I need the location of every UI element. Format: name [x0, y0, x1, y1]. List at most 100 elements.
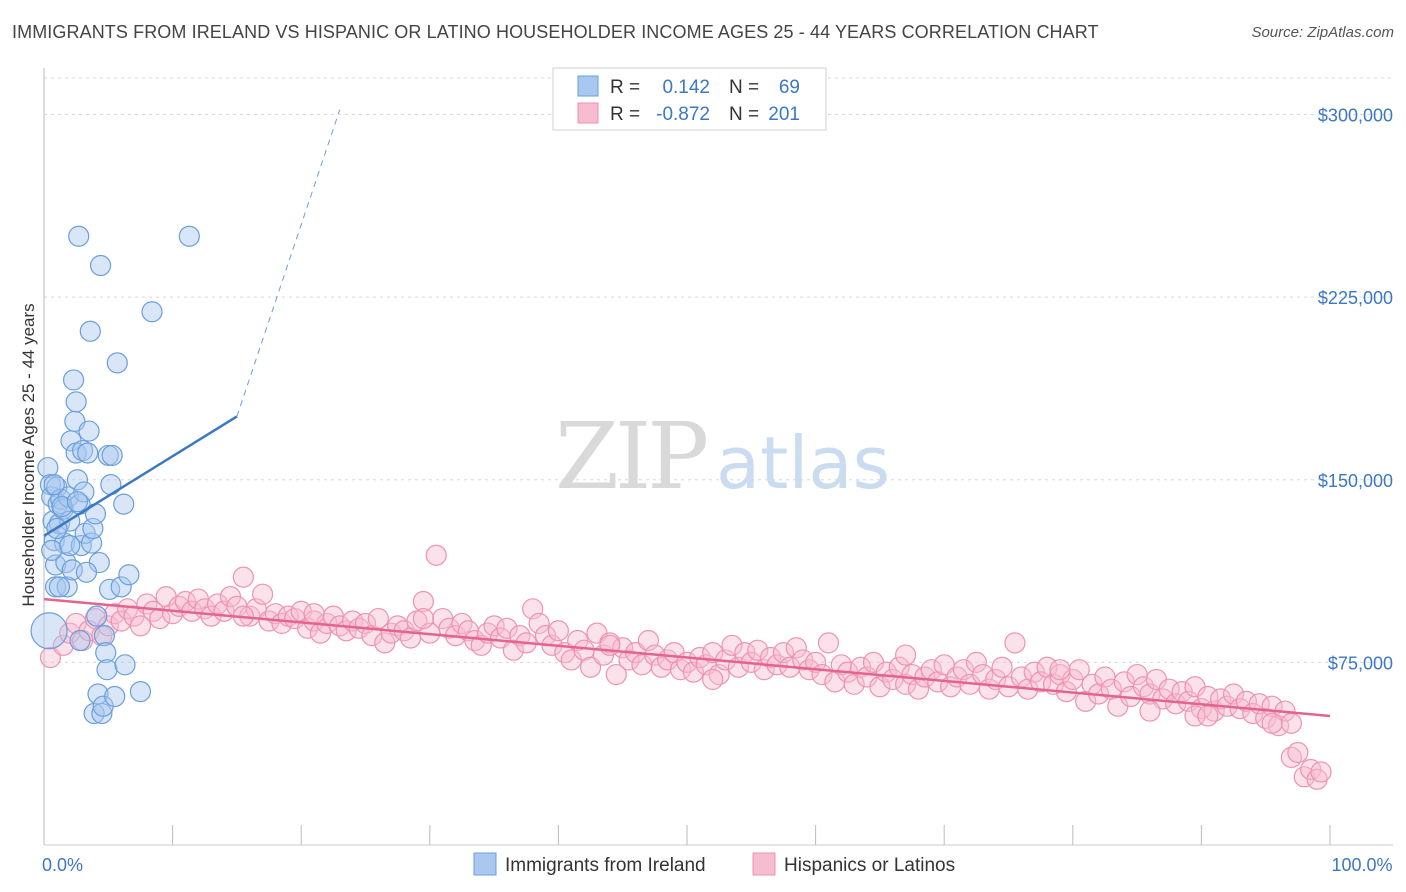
hispanics-point	[1261, 712, 1283, 734]
hispanics-point	[232, 566, 254, 588]
ireland-point	[110, 576, 132, 598]
hispanics-point	[412, 590, 434, 613]
hispanics-point	[804, 651, 827, 673]
hispanics-point	[425, 544, 447, 566]
ireland-point	[66, 469, 89, 491]
hispanics-point	[412, 607, 434, 630]
hispanics-point	[1049, 659, 1071, 681]
hispanics-point	[547, 620, 570, 642]
hispanics-point	[702, 642, 724, 664]
legend-r-label-1: R =	[610, 77, 640, 98]
ireland-point	[79, 320, 101, 342]
ireland-point	[69, 629, 91, 652]
hispanics-point	[785, 637, 807, 659]
hispanics-point	[1235, 690, 1258, 712]
ireland-point	[86, 605, 108, 627]
hispanics-point	[895, 644, 917, 666]
hispanics-point	[721, 634, 743, 656]
chart-source: Source: ZipAtlas.com	[1251, 24, 1394, 41]
hispanics-point	[605, 663, 627, 686]
hispanics-point	[1310, 761, 1332, 783]
hispanics-point	[579, 656, 602, 678]
series-hispanics-points	[39, 544, 1332, 790]
series-legend-label-hispanics: Hispanics or Latinos	[784, 855, 955, 876]
ireland-point	[43, 474, 65, 496]
ireland-point	[93, 624, 116, 647]
y-tick-label: $300,000	[1318, 106, 1393, 126]
ireland-point	[178, 225, 200, 247]
legend-n-label-2: N =	[729, 104, 759, 125]
ireland-point	[114, 654, 136, 676]
ireland-point	[59, 534, 81, 557]
trend-lines	[43, 109, 1331, 718]
ireland-point	[118, 564, 140, 586]
hispanics-point	[1280, 712, 1303, 734]
legend-n-label-1: N =	[729, 77, 759, 98]
ireland-point	[113, 493, 135, 515]
x-tick-labels: 0.0% 100.0%	[42, 855, 1393, 875]
legend-r-label-2: R =	[610, 104, 640, 125]
ireland-point	[78, 420, 100, 442]
hispanics-point	[1068, 659, 1090, 681]
hispanics-point	[252, 583, 274, 605]
series-ireland-points	[30, 225, 200, 725]
ireland-point	[66, 491, 89, 513]
legend-swatch-hispanics	[577, 102, 599, 124]
y-axis-title: Householder Income Ages 25 - 44 years	[19, 303, 38, 606]
ireland-point	[95, 642, 117, 664]
correlation-legend: R = 0.142 N = 69 R = -0.872 N = 201	[552, 67, 827, 131]
ireland-point	[141, 301, 163, 323]
hispanics-point	[702, 668, 724, 691]
hispanics-point	[991, 656, 1013, 678]
hispanics-point	[817, 632, 840, 654]
ireland-point	[65, 391, 87, 413]
ireland-point	[129, 680, 152, 703]
ireland-point	[75, 561, 98, 583]
ireland-point	[106, 352, 128, 374]
hispanics-point	[1184, 705, 1206, 727]
x-tick-label: 0.0%	[42, 855, 83, 875]
ireland-point	[56, 576, 78, 598]
ireland-point	[68, 225, 90, 247]
ireland-point	[104, 685, 126, 708]
ireland-trend-line	[43, 415, 238, 537]
ireland-point	[41, 539, 63, 561]
hispanics-point	[1139, 700, 1161, 722]
ireland-point	[30, 612, 68, 650]
series-legend-swatch-hispanics	[752, 852, 776, 876]
x-tick-label: 100.0%	[1331, 855, 1392, 875]
ireland-point	[62, 369, 85, 391]
hispanics-point	[496, 617, 518, 639]
hispanics-point	[1287, 741, 1309, 764]
hispanics-point	[747, 639, 769, 661]
y-tick-labels: $75,000 $150,000 $225,000 $300,000	[1318, 106, 1393, 674]
legend-n-value-1: 69	[779, 77, 800, 98]
ireland-point	[101, 444, 123, 467]
hispanics-trend-line	[43, 597, 1331, 718]
series-legend: Immigrants from Ireland Hispanics or Lat…	[473, 852, 955, 876]
y-tick-label: $150,000	[1318, 471, 1393, 491]
hispanics-point	[39, 646, 62, 669]
y-tick-label: $225,000	[1318, 288, 1393, 308]
ireland-point	[96, 659, 118, 681]
chart-title: IMMIGRANTS FROM IRELAND VS HISPANIC OR L…	[12, 22, 1099, 42]
legend-r-value-1: 0.142	[662, 77, 710, 98]
ireland-trend-extension	[236, 109, 341, 417]
legend-r-value-2: -0.872	[656, 104, 710, 125]
watermark-zip: ZIP	[555, 403, 706, 510]
axes	[43, 68, 1393, 846]
hispanics-point	[303, 603, 325, 625]
hispanics-point	[483, 615, 505, 637]
ireland-point	[89, 254, 112, 277]
y-tick-label: $75,000	[1328, 653, 1393, 673]
ireland-point	[100, 474, 122, 496]
watermark: ZIP atlas	[555, 403, 890, 510]
ireland-point	[77, 442, 99, 464]
hispanics-point	[129, 615, 152, 637]
ireland-point	[48, 576, 71, 598]
hispanics-point	[1004, 632, 1026, 654]
hispanics-point	[1197, 705, 1219, 727]
hispanics-point	[528, 612, 550, 635]
watermark-atlas: atlas	[716, 421, 890, 505]
